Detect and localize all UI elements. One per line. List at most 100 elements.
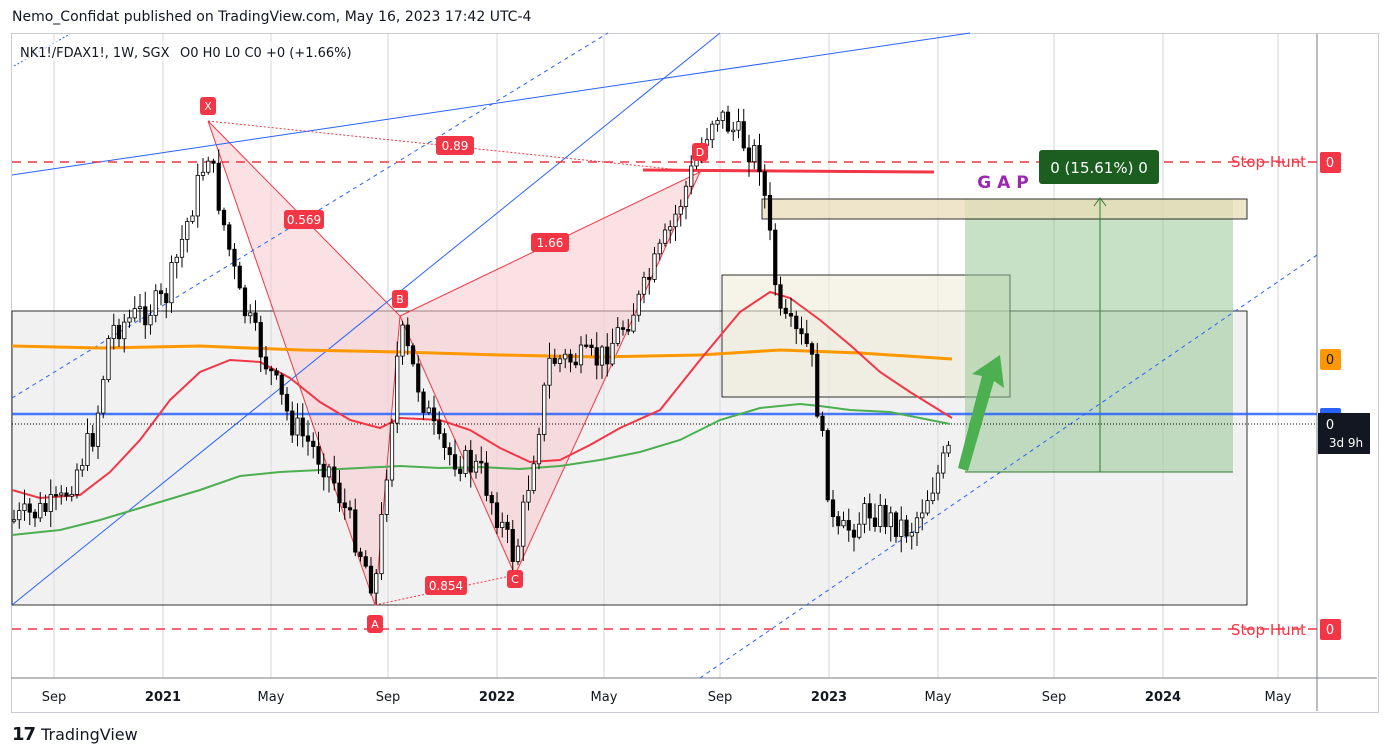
candle-up: [38, 503, 43, 519]
candle-down: [263, 356, 269, 370]
candle-down: [221, 209, 227, 226]
chart-frame: [11, 33, 1379, 713]
candle-down: [741, 121, 746, 149]
candle-up: [941, 452, 946, 474]
x-tick-may: May: [1265, 690, 1292, 705]
candle-down: [347, 507, 353, 511]
candle-down: [253, 312, 258, 323]
candle-up: [379, 513, 384, 575]
candle-down: [158, 290, 164, 295]
candle-down: [342, 502, 347, 509]
candle-down: [447, 447, 452, 456]
order-block-box[interactable]: [721, 274, 1011, 398]
candle-down: [799, 328, 804, 335]
candle-down: [332, 466, 337, 484]
gap-box[interactable]: [761, 198, 1248, 220]
candle-down: [27, 503, 32, 513]
candle-down: [237, 265, 242, 289]
candle-down: [290, 410, 295, 436]
candle-up: [295, 417, 300, 436]
candle-down: [594, 347, 599, 366]
ma-red[interactable]: [11, 290, 953, 500]
candle-up: [122, 321, 127, 340]
candle-down: [452, 454, 458, 470]
candle-down: [783, 307, 788, 314]
candle-down: [762, 171, 767, 196]
price-label-stop-lower: 0: [1326, 623, 1334, 638]
candle-up: [657, 242, 662, 255]
candle-up: [736, 121, 741, 131]
long-position-zone[interactable]: [965, 199, 1233, 472]
legend-symbol[interactable]: NK1!/FDAX1!, 1W, SGX: [20, 46, 170, 61]
candle-up: [185, 221, 190, 240]
candle-down: [32, 511, 38, 519]
candle-down: [510, 529, 515, 562]
projection-arrow[interactable]: [958, 355, 1004, 471]
candle-up: [526, 490, 531, 503]
candle-down: [164, 293, 169, 304]
x-tick-2023: 2023: [811, 690, 847, 705]
candle-up: [668, 226, 673, 231]
candle-down: [746, 147, 752, 163]
candle-down: [368, 565, 374, 594]
candle-down: [363, 556, 368, 567]
candle-up: [857, 523, 862, 538]
candle-down: [353, 509, 358, 553]
candle-down: [64, 492, 69, 497]
candle-down: [437, 420, 442, 435]
candle-up: [500, 521, 505, 528]
candle-up: [132, 308, 137, 319]
candle-down: [279, 374, 284, 395]
candle-down: [836, 516, 841, 527]
candle-up: [678, 206, 683, 215]
candle-up: [878, 504, 883, 527]
x-tick-2024: 2024: [1145, 690, 1181, 705]
candle-down: [815, 353, 820, 417]
candle-up: [731, 129, 736, 133]
point-c-label: C: [511, 573, 519, 586]
candle-down: [358, 551, 363, 558]
candle-down: [846, 520, 851, 531]
candle-up: [59, 492, 64, 496]
brand-name: TradingView: [41, 725, 138, 744]
candle-down: [626, 329, 631, 332]
candle-up: [400, 324, 405, 357]
candle-up: [137, 306, 143, 310]
candle-down: [589, 344, 594, 349]
candle-up: [683, 185, 689, 207]
candle-up: [200, 171, 206, 176]
candle-down: [620, 327, 626, 330]
candle-down: [568, 353, 573, 363]
target-label: 0 (15.61%) 0: [1050, 159, 1148, 177]
candle-up: [641, 276, 647, 295]
candle-up: [80, 465, 85, 471]
candle-up: [914, 517, 920, 534]
candle-down: [778, 284, 783, 309]
x-tick-sep: Sep: [376, 690, 401, 705]
gap-label: G A P: [977, 173, 1028, 193]
candle-down: [468, 449, 473, 473]
candle-up: [547, 357, 552, 386]
candle-down: [820, 415, 825, 431]
candle-down: [773, 229, 778, 286]
legend-ohlc: O0 H0 L0 C0 +0 (+1.66%): [180, 46, 352, 61]
candle-up: [599, 346, 605, 366]
ma-green[interactable]: [11, 402, 951, 536]
candle-up: [631, 314, 636, 332]
candle-down: [284, 393, 290, 412]
candle-down: [904, 519, 909, 537]
candle-down: [431, 407, 437, 422]
x-tick-may: May: [591, 690, 618, 705]
point-b-label: B: [396, 293, 404, 306]
candle-down: [300, 417, 305, 437]
candle-up: [17, 510, 22, 521]
candle-down: [116, 324, 122, 340]
candle-down: [494, 502, 500, 528]
candle-up: [610, 342, 615, 365]
candle-down: [405, 324, 410, 347]
price-label-ma-orange: 0: [1326, 353, 1334, 368]
candlesticks[interactable]: [11, 105, 951, 605]
candle-down: [794, 315, 799, 330]
ma-orange[interactable]: [11, 344, 953, 361]
